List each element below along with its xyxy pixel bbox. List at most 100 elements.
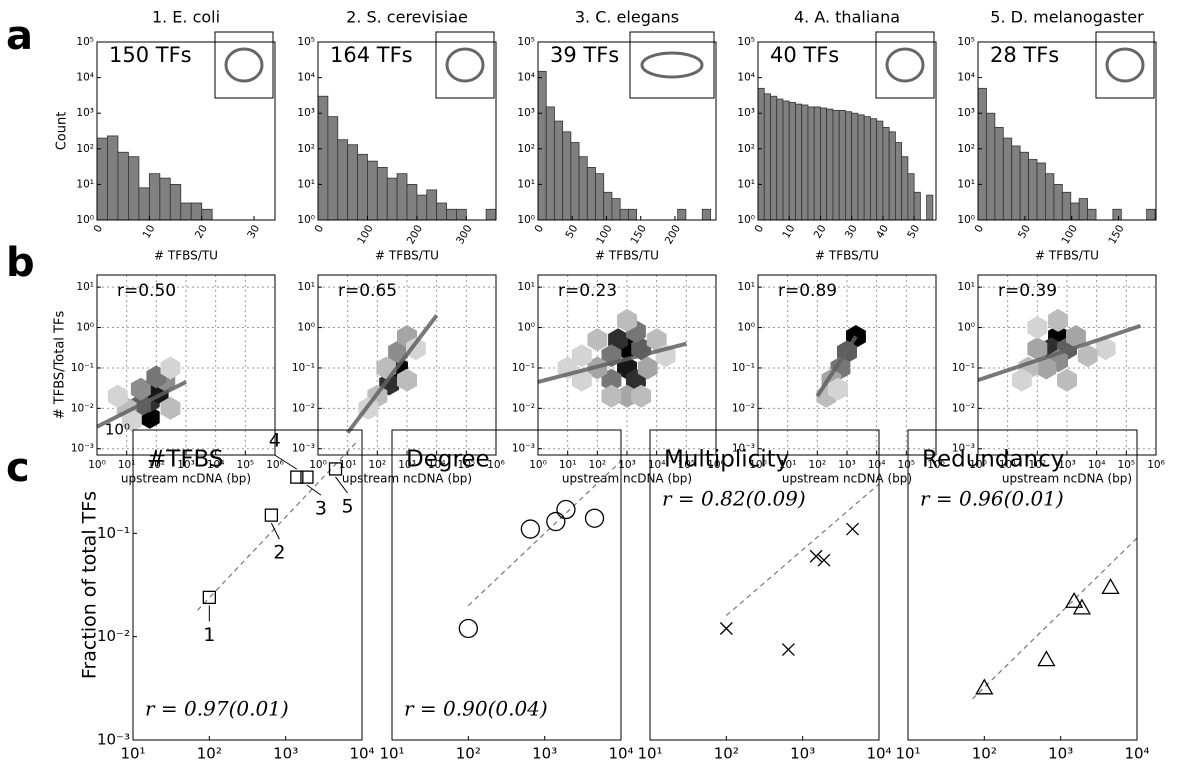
y-tick-label: 10⁻³ — [97, 731, 130, 749]
x-tick-label: 10³ — [1058, 459, 1076, 471]
x-tick-label: 10³ — [177, 459, 195, 471]
fit-line — [977, 323, 1142, 383]
x-tick-label: 10⁶ — [927, 459, 945, 471]
y-tick-label: 10² — [517, 143, 535, 155]
x-tick-label: 30 — [843, 223, 860, 241]
histogram-bar — [701, 208, 711, 221]
histogram-bar — [1087, 208, 1097, 221]
x-tick-label: 10² — [1029, 459, 1047, 471]
x-tick-label: 10¹ — [999, 459, 1017, 471]
hexbin-cell — [107, 384, 128, 408]
histogram-bar — [795, 103, 803, 221]
fit-line — [537, 341, 687, 384]
hexbin-cell — [1057, 368, 1077, 392]
histogram-bar — [436, 202, 447, 221]
histogram-bar — [1028, 159, 1038, 221]
y-tick-label: 10⁴ — [297, 72, 315, 84]
annotation: r = 0.96(0.01) — [920, 487, 1064, 511]
histogram-bar — [446, 208, 457, 221]
annotation: 164 TFs — [330, 43, 413, 67]
marker — [458, 618, 478, 639]
x-tick-label: 10⁰ — [529, 459, 547, 471]
panel-title: Multiplicity — [664, 447, 789, 473]
fit-line — [725, 483, 880, 617]
x-tick-label: 10¹ — [118, 459, 136, 471]
histogram-bar — [148, 173, 161, 221]
marker — [584, 508, 605, 528]
y-tick-label: 10⁻³ — [292, 443, 315, 455]
organism-icon — [224, 47, 264, 83]
histogram-bar — [537, 70, 547, 221]
marker — [264, 508, 279, 522]
marker — [290, 470, 304, 484]
x-tick-label: 10² — [972, 745, 997, 763]
x-tick-label: 10⁴ — [207, 459, 225, 471]
y-tick-label: 10⁴ — [737, 72, 755, 84]
histogram-bar — [907, 173, 915, 221]
histogram-bar — [562, 131, 572, 221]
x-axis-label: # TFBS/TU — [815, 249, 879, 263]
marker-stroke — [809, 549, 823, 563]
histogram-bar — [357, 153, 368, 221]
y-tick-label: 10⁻¹ — [512, 362, 535, 374]
histogram-bar — [913, 191, 921, 221]
y-tick-label: 10⁻² — [512, 402, 535, 414]
y-tick-label: 10⁻² — [732, 402, 755, 414]
histogram-bar — [863, 116, 871, 221]
hexbin-cell — [631, 384, 652, 408]
x-tick-label: 10⁵ — [458, 459, 476, 471]
marker — [817, 553, 831, 567]
arrow — [274, 454, 298, 470]
marker — [556, 499, 576, 520]
y-tick-label: 10¹ — [737, 281, 755, 293]
x-tick-label: 10³ — [532, 745, 557, 763]
y-tick-label: 10⁻³ — [952, 443, 975, 455]
plot-frame — [391, 429, 622, 741]
histogram-bar — [201, 208, 213, 221]
annotation: r=0.65 — [338, 281, 397, 301]
marker — [546, 511, 566, 532]
x-tick-label: 200 — [405, 223, 425, 246]
y-tick-label: 10⁰ — [957, 322, 975, 334]
x-tick-label: 10⁵ — [678, 459, 696, 471]
x-tick-label: 0 — [752, 223, 766, 235]
plot-frame — [132, 429, 363, 741]
x-axis-label: upstream ncDNA (bp) — [562, 472, 692, 486]
x-tick-label: 10² — [369, 459, 387, 471]
x-tick-label: 10¹ — [559, 459, 577, 471]
x-tick-label: 100 — [594, 223, 614, 246]
x-tick-label: 10⁰ — [749, 459, 767, 471]
marker — [975, 678, 994, 695]
y-tick-label: 10⁵ — [297, 36, 315, 48]
histogram-bar — [770, 95, 778, 221]
x-tick-label: 20 — [193, 223, 210, 241]
histogram-bar — [813, 106, 821, 221]
x-tick-label: 10⁴ — [868, 459, 886, 471]
panel-title: Redundancy — [922, 447, 1064, 473]
x-tick-label: 50 — [563, 223, 580, 241]
hexbin-cell — [571, 344, 592, 368]
hexbin-cell — [646, 328, 667, 352]
point-label: 3 — [315, 498, 327, 520]
x-tick-label: 10² — [197, 745, 222, 763]
y-tick-label: 10³ — [957, 107, 975, 119]
x-axis-label: # TFBS/TU — [154, 249, 218, 263]
histogram-bar — [888, 131, 896, 221]
y-tick-label: 10⁵ — [76, 36, 94, 48]
y-tick-label: 10⁴ — [517, 72, 535, 84]
hexbin-cell — [1036, 356, 1057, 380]
x-tick-label: 10³ — [398, 459, 416, 471]
y-axis-label: Fraction of total TFs — [79, 491, 101, 679]
panel-title: 3. C. elegans — [575, 8, 679, 27]
hexbin-cell — [637, 356, 658, 380]
histogram-bar — [396, 173, 408, 221]
histogram-bar — [578, 156, 588, 221]
histogram-bar — [159, 177, 171, 221]
histogram-bar — [1002, 137, 1013, 221]
x-tick-label: 10⁵ — [898, 459, 916, 471]
y-tick-label: 10³ — [737, 107, 755, 119]
x-tick-label: 10 — [780, 223, 797, 241]
marker — [809, 549, 823, 563]
panel-label: b — [6, 240, 35, 286]
histogram-bar — [826, 108, 834, 221]
